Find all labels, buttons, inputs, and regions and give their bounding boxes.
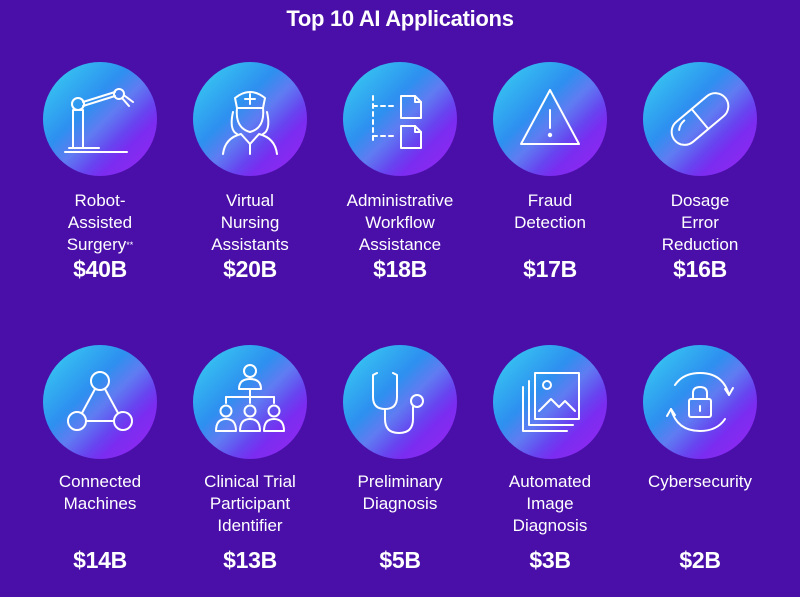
app-label: Virtual Nursing Assistants xyxy=(211,191,289,254)
image-stack-icon xyxy=(522,372,580,432)
app-label: Automated Image Diagnosis xyxy=(508,472,592,535)
icon-circle xyxy=(493,62,607,176)
page-title: Top 10 AI Applications xyxy=(286,6,514,31)
app-label: Preliminary Diagnosis xyxy=(357,472,443,513)
icon-circle xyxy=(343,62,457,176)
market-value: $14B xyxy=(73,547,127,573)
icon-circle xyxy=(193,62,307,176)
app-label: Fraud Detection xyxy=(514,191,586,232)
app-card-virtual-nursing-assistants: Virtual Nursing Assistants $20B xyxy=(175,62,325,283)
icon-circle xyxy=(193,345,307,459)
app-label: Connected Machines xyxy=(58,472,142,513)
market-value: $20B xyxy=(223,256,277,282)
footnote-marker: ** xyxy=(126,240,134,250)
warning-triangle-icon xyxy=(520,89,580,145)
lock-cycle-icon xyxy=(666,372,734,432)
app-card-dosage-error-reduction: Dosage Error Reduction $16B xyxy=(625,62,775,283)
market-value: $13B xyxy=(223,547,277,573)
app-card-cybersecurity: Cybersecurity $2B xyxy=(625,345,775,574)
app-label: Robot- Assisted Surgery** xyxy=(66,191,134,254)
capsule-pill-icon xyxy=(670,92,730,146)
app-card-automated-image-diagnosis: Automated Image Diagnosis $3B xyxy=(475,345,625,574)
market-value: $16B xyxy=(673,256,727,282)
app-label: Clinical Trial Participant Identifier xyxy=(204,472,296,535)
market-value: $18B xyxy=(373,256,427,282)
icon-circle xyxy=(343,345,457,459)
app-label: Dosage Error Reduction xyxy=(661,191,739,254)
icon-circle xyxy=(643,62,757,176)
market-value: $5B xyxy=(379,547,421,573)
market-value: $2B xyxy=(679,547,721,573)
market-value: $17B xyxy=(523,256,577,282)
icon-circle xyxy=(43,345,157,459)
app-card-robot-assisted-surgery: Robot- Assisted Surgery** $40B xyxy=(25,62,175,283)
app-card-connected-machines: Connected Machines $14B xyxy=(25,345,175,574)
robot-arm-icon xyxy=(64,88,134,153)
nurse-icon xyxy=(222,91,278,155)
icon-circle xyxy=(643,345,757,459)
app-card-fraud-detection: Fraud Detection $17B xyxy=(475,62,625,283)
app-card-administrative-workflow-assistance: Administrative Workflow Assistance $18B xyxy=(325,62,475,283)
app-card-preliminary-diagnosis: Preliminary Diagnosis $5B xyxy=(325,345,475,574)
market-value: $3B xyxy=(529,547,571,573)
stethoscope-icon xyxy=(372,372,424,434)
app-label: Administrative Workflow Assistance xyxy=(346,191,454,254)
icon-circle xyxy=(493,345,607,459)
app-card-clinical-trial-participant-identifier: Clinical Trial Participant Identifier $1… xyxy=(175,345,325,574)
participant-hierarchy-icon xyxy=(215,364,285,432)
workflow-documents-icon xyxy=(372,95,422,149)
connected-nodes-icon xyxy=(67,371,133,431)
market-value: $40B xyxy=(73,256,127,282)
app-label: Cybersecurity xyxy=(648,472,752,491)
icon-circle xyxy=(43,62,157,176)
